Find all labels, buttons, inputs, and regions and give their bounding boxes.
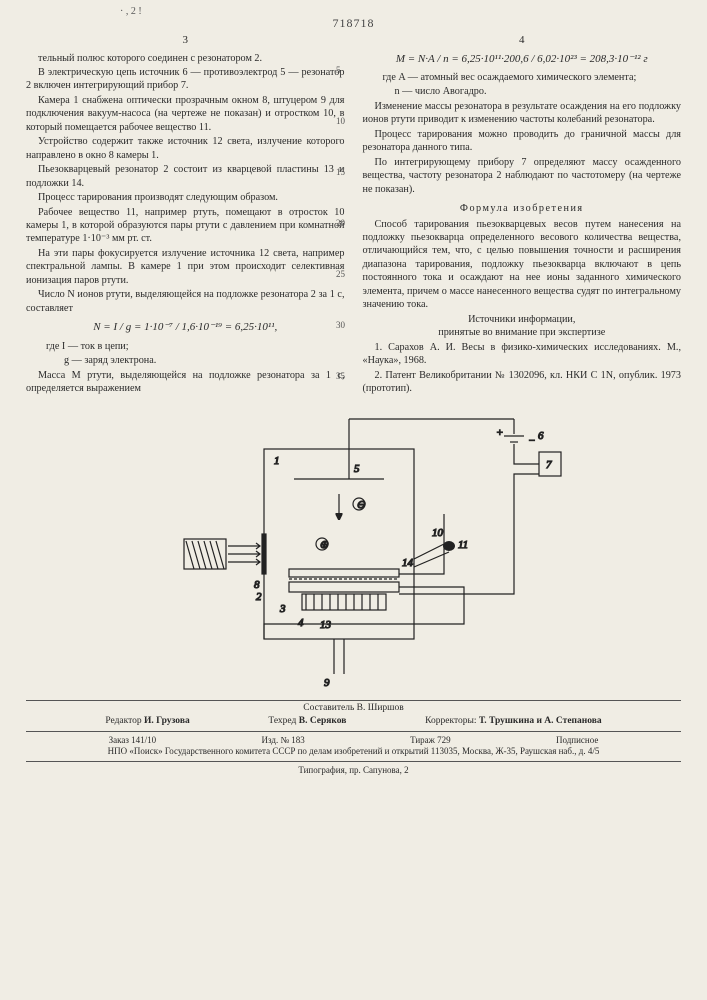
where: где I — ток в цепи;	[46, 340, 345, 353]
ln: 10	[336, 117, 345, 126]
source: 2. Патент Великобритании № 1302096, кл. …	[363, 369, 682, 396]
footer-pub: Заказ 141/10 Изд. № 183 Тираж 729 Подпис…	[26, 732, 681, 762]
compiler: Составитель В. Ширшов	[26, 703, 681, 715]
n10: 10	[432, 527, 444, 539]
correctors: Корректоры: Т. Трушкина и А. Степанова	[425, 716, 602, 728]
formula-n: N = I / g = 1·10⁻⁷ / 1,6·10⁻¹⁹ = 6,25·10…	[26, 320, 345, 335]
claims-title: Формула изобретения	[363, 202, 682, 215]
techred: Техред В. Серяков	[268, 716, 346, 728]
para: Процесс тарирования можно проводить до г…	[363, 128, 682, 155]
para: Изменение массы резонатора в результа­те…	[363, 100, 682, 127]
order: Заказ 141/10	[109, 735, 157, 746]
where: g — заряд электрона.	[64, 354, 345, 367]
ln: 35	[336, 372, 345, 381]
sub: Подписное	[556, 735, 598, 746]
para: Процесс тарирования производят следу­ющи…	[26, 191, 345, 204]
where: n — число Авогадро.	[395, 85, 682, 98]
para: Масса M ртути, выделяющейся на под­ложке…	[26, 369, 345, 396]
para: Устройство содержит также источник 12 св…	[26, 135, 345, 162]
source: 1. Сарахов А. И. Весы в физико-химиче­ск…	[363, 341, 682, 368]
left-column: 3 тельный полюс которого соединен с резо…	[26, 33, 345, 396]
ln: 15	[336, 168, 345, 177]
para: тельный полюс которого соединен с резона…	[26, 52, 345, 65]
n11: 11	[458, 539, 468, 551]
n13: 13	[320, 619, 332, 631]
izd: Изд. № 183	[261, 735, 304, 746]
editor: Редактор И. Грузова	[105, 716, 189, 728]
plus-label: +	[496, 427, 503, 439]
n14: 14	[402, 557, 414, 569]
n3: 3	[279, 603, 286, 615]
org: НПО «Поиск» Государственного комитета СС…	[26, 746, 681, 757]
where: где A — атомный вес осаждаемого химиче­с…	[383, 71, 682, 84]
claims-body: Способ тарирования пьезокварцевых ве­сов…	[363, 218, 682, 312]
doc-number: 718718	[26, 16, 681, 31]
para: Число N ионов ртути, выделяющейся на под…	[26, 288, 345, 315]
footer-credits: Составитель В. Ширшов Редактор И. Грузов…	[26, 700, 681, 732]
tirazh: Тираж 729	[410, 735, 451, 746]
n4: 4	[298, 617, 304, 629]
para: На эти пары фокусируется излучение ис­то…	[26, 247, 345, 287]
ion-icon: ⊕	[319, 539, 329, 551]
ln: 5	[336, 66, 345, 75]
top-mark: · , 2 !	[120, 6, 142, 17]
footer-typography: Типография, пр. Сапунова, 2	[26, 762, 681, 775]
sources-title: Источники информации, принятые во вниман…	[363, 313, 682, 340]
schematic-diagram: + − 6 7 5 ⊖ ⊕	[144, 404, 564, 694]
n6: 6	[538, 430, 544, 442]
para: Камера 1 снабжена оптически прозрач­ным …	[26, 94, 345, 134]
n9: 9	[324, 677, 330, 689]
minus-label: −	[528, 435, 535, 447]
col-num-right: 4	[363, 33, 682, 48]
formula-m: M = N·A / n = 6,25·10¹¹·200,6 / 6,02·10²…	[363, 52, 682, 67]
n8: 8	[254, 579, 260, 591]
ln: 20	[336, 219, 345, 228]
para: В электрическую цепь источник 6 — про­ти…	[26, 66, 345, 93]
n2: 2	[256, 591, 262, 603]
n5: 5	[354, 463, 360, 475]
electron-icon: ⊖	[356, 499, 366, 511]
para: Рабочее вещество 11, например ртуть, по­…	[26, 206, 345, 246]
ln: 30	[336, 321, 345, 330]
para: Пьезокварцевый резонатор 2 состоит из кв…	[26, 163, 345, 190]
line-numbers: 5 10 15 20 25 30 35	[336, 66, 345, 423]
para: По интегрирующему прибору 7 определя­ют …	[363, 156, 682, 196]
right-column: 4 M = N·A / n = 6,25·10¹¹·200,6 / 6,02·1…	[363, 33, 682, 396]
page: · , 2 ! 718718 5 10 15 20 25 30 35 3 тел…	[0, 0, 707, 785]
columns: 3 тельный полюс которого соединен с резо…	[26, 33, 681, 396]
col-num-left: 3	[26, 33, 345, 48]
ln: 25	[336, 270, 345, 279]
n7: 7	[546, 459, 552, 471]
n1: 1	[274, 455, 280, 467]
